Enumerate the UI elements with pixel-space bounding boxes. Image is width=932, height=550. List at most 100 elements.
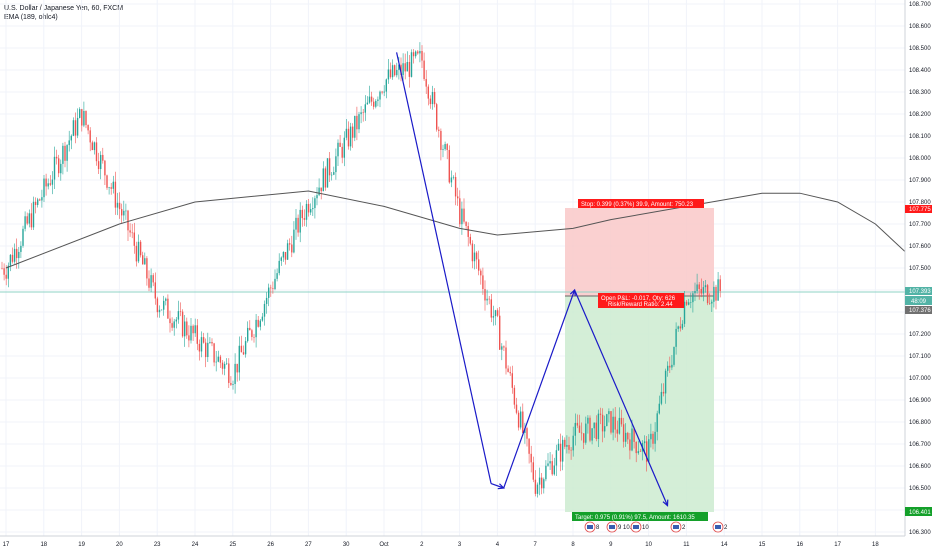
candle [242, 345, 245, 356]
candle [188, 325, 190, 348]
candle [268, 283, 270, 307]
y-tick-label-21: 106.600 [909, 464, 931, 470]
candle [163, 295, 165, 316]
x-tick-label-5: 24 [192, 542, 199, 548]
event-marker[interactable]: 9 10.2 [606, 521, 635, 533]
candle [585, 416, 587, 445]
y-tick-label-20: 106.700 [909, 442, 931, 448]
y-tick-label-0: 108.700 [909, 2, 931, 8]
candle [436, 102, 438, 132]
candle [622, 417, 625, 448]
event-marker[interactable]: 2 [670, 521, 686, 533]
candle [68, 130, 70, 152]
x-tick-label-12: 3 [458, 542, 462, 548]
chart-legend: U.S. Dollar / Japanese Yen, 60, FXCM EMA… [4, 4, 123, 22]
candle [89, 127, 91, 152]
candle [467, 222, 469, 247]
event-marker[interactable]: 2 [712, 521, 728, 533]
candle [251, 328, 253, 341]
candle [209, 337, 211, 344]
candle [499, 306, 501, 350]
candle [637, 440, 639, 455]
candle [62, 142, 64, 175]
candle [706, 283, 709, 306]
candle [324, 166, 327, 191]
y-tick-label-24: 106.300 [909, 530, 931, 536]
candle [515, 397, 518, 415]
candle [139, 239, 142, 258]
candle [662, 383, 665, 397]
candle [217, 350, 219, 363]
event-markers[interactable]: 8 9 10.2 10 2 2 [584, 521, 728, 533]
event-marker[interactable]: 10 [630, 521, 649, 533]
candle [553, 457, 555, 476]
trend-drawings[interactable] [396, 52, 669, 507]
candle [425, 70, 427, 94]
candle [566, 435, 568, 454]
candle [660, 383, 663, 406]
x-tick-label-11: 2 [420, 542, 424, 548]
candle [238, 336, 240, 381]
candle [675, 322, 677, 355]
candle [347, 121, 350, 150]
candle [259, 318, 261, 331]
candle [463, 198, 465, 224]
candle [190, 318, 192, 344]
candle [639, 448, 642, 452]
candle [9, 254, 12, 272]
x-tick-label-10: Oct [379, 542, 389, 548]
candle [694, 282, 696, 302]
event-marker-label: 10 [642, 525, 649, 531]
candle [215, 350, 217, 372]
candle [30, 203, 33, 230]
trend-line-segment-3[interactable] [574, 289, 669, 506]
candle [282, 251, 285, 262]
candle [39, 198, 41, 201]
candle [270, 284, 272, 297]
trend-line-segment-0[interactable] [396, 52, 492, 484]
y-tick-label-9: 107.800 [909, 200, 931, 206]
candle [681, 320, 684, 330]
candle [574, 413, 576, 446]
time-axis[interactable]: 17 18 19 20 23 24 25 26 27 30 Oct 2 3 4 7 8 9 10 11 14 15 16 1… [3, 542, 880, 548]
candle [276, 268, 278, 282]
x-tick-label-7: 26 [267, 542, 274, 548]
candle [202, 332, 205, 344]
candle [549, 451, 551, 471]
event-marker[interactable]: 8 [584, 521, 600, 533]
candle [127, 209, 129, 242]
candle [484, 280, 486, 311]
y-tick-label-11: 107.600 [909, 244, 931, 250]
candle [177, 300, 180, 324]
candle [375, 99, 377, 109]
candle [534, 470, 537, 497]
candle [589, 415, 591, 443]
candle [137, 234, 140, 264]
candle [72, 117, 75, 137]
stop-price-text: 107.775 [909, 207, 931, 213]
ema-line [5, 190, 932, 270]
candle [102, 147, 104, 164]
candle [633, 426, 635, 449]
candle [520, 406, 522, 430]
x-tick-label-6: 25 [229, 542, 236, 548]
candle [688, 298, 690, 306]
candle [100, 151, 102, 180]
trend-line-segment-1[interactable] [490, 483, 504, 489]
timer-tag [905, 296, 932, 305]
target-price-text: 106.401 [909, 510, 931, 516]
candle [654, 422, 656, 452]
candle [337, 139, 339, 167]
trend-line-segment-2[interactable] [503, 289, 576, 489]
candle [503, 345, 505, 351]
candle [692, 291, 694, 313]
candle [442, 144, 444, 158]
candle [114, 171, 117, 215]
candle [106, 174, 108, 190]
indicator-title: EMA (189, ohlc4) [4, 14, 58, 21]
candle [230, 376, 232, 386]
candle [328, 152, 331, 183]
candle [95, 137, 98, 166]
y-tick-label-17: 107.000 [909, 376, 931, 382]
